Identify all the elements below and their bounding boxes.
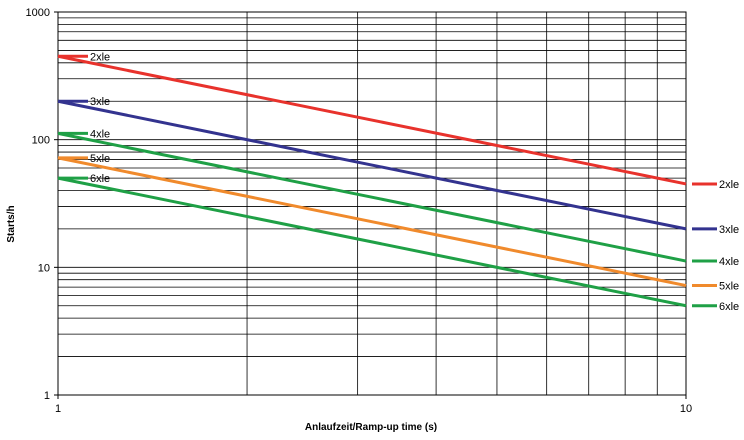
right-label-6xle: 6xle	[719, 301, 739, 313]
series-line-6xle	[57, 176, 687, 308]
series-line-5xle	[57, 156, 687, 288]
x-tick-label: 1	[55, 403, 61, 415]
right-label-2xle: 2xle	[719, 179, 739, 191]
series-line-2xle	[57, 54, 687, 186]
tick-labels: 1 10 100 1000 1 10	[26, 7, 693, 415]
y-tick-label: 1000	[26, 7, 50, 19]
left-label-5xle: 5xle	[90, 153, 110, 165]
left-label-6xle: 6xle	[90, 173, 110, 185]
right-label-4xle: 4xle	[719, 256, 739, 268]
y-tick-label: 100	[32, 135, 50, 147]
y-axis-title: Starts/h	[6, 205, 17, 242]
series-lines	[57, 54, 687, 308]
left-label-2xle: 2xle	[90, 51, 110, 63]
left-label-4xle: 4xle	[90, 128, 110, 140]
y-tick-label: 1	[44, 390, 50, 402]
y-tick-label: 10	[38, 262, 50, 274]
right-label-3xle: 3xle	[719, 224, 739, 236]
right-label-5xle: 5xle	[719, 281, 739, 293]
grid	[58, 12, 686, 395]
left-label-3xle: 3xle	[90, 96, 110, 108]
series-line-4xle	[57, 131, 687, 263]
plot-frame	[57, 11, 687, 396]
series-line-3xle	[57, 99, 687, 231]
series-labels: 2xle 2xle 3xle 3xle 4xle 4xle 5xle 5xle 6xle 6xle	[58, 51, 739, 313]
x-axis-title: Anlaufzeit/Ramp-up time (s)	[305, 422, 437, 433]
x-tick-label: 10	[680, 403, 692, 415]
